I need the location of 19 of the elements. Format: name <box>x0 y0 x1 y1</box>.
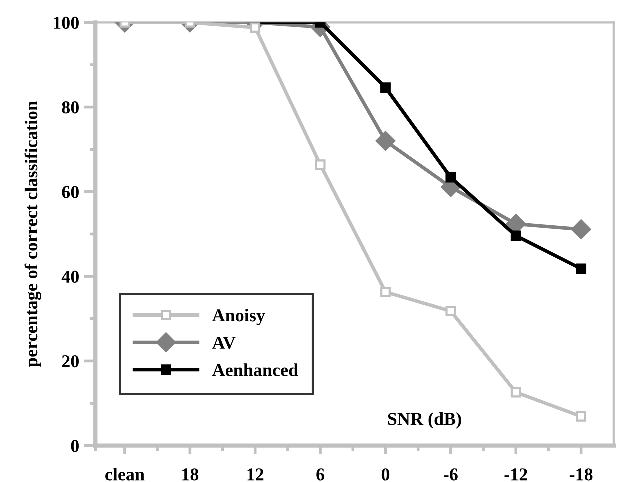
x-tick-label: 12 <box>248 468 264 481</box>
y-axis-title: percentage of correct classification <box>24 101 42 368</box>
legend-label: Aenhanced <box>212 364 298 376</box>
y-tick-label: 0 <box>71 440 79 452</box>
y-tick-label: 60 <box>62 186 79 198</box>
y-tick-label: 40 <box>62 270 79 284</box>
x-tick-label: -12 <box>504 468 528 481</box>
x-tick-label: 6 <box>316 468 325 481</box>
y-tick-label: 80 <box>62 102 79 114</box>
x-tick-label: clean <box>106 468 145 481</box>
x-tick-label: 0 <box>382 468 390 481</box>
x-tick-label: 18 <box>182 468 199 481</box>
x-tick-label: -6 <box>444 468 458 481</box>
y-tick-label: 20 <box>62 355 79 368</box>
legend-label: AV <box>212 336 236 350</box>
legend-label: Anoisy <box>212 309 266 326</box>
x-tick-label: -18 <box>570 468 593 481</box>
y-tick-label: 100 <box>54 16 79 30</box>
x-axis-title: SNR (dB) <box>388 412 462 429</box>
